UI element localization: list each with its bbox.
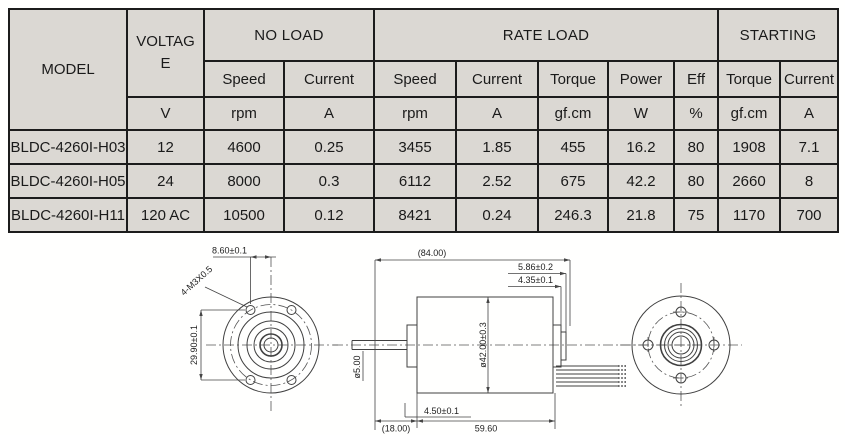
motor-technical-drawing: 8.60±0.1 4-M3X0.5 29.90±0.1: [179, 246, 742, 434]
rear-cap-outer: [552, 324, 562, 368]
cell-noload-speed: 8000: [203, 163, 285, 199]
dim-rear-caps: 5.86±0.2 4.35±0.1: [508, 262, 567, 336]
cell-rate-speed: 8421: [373, 197, 457, 233]
cell-rate-power: 16.2: [607, 129, 675, 165]
table-row: BLDC-4260I-H03 12 4600 0.25 3455 1.85 45…: [8, 129, 839, 165]
unit-rate-power: W: [607, 96, 675, 131]
cell-rate-power: 42.2: [607, 163, 675, 199]
cell-start-torque: 1170: [717, 197, 781, 233]
subheader-rate-speed: Speed: [373, 60, 457, 98]
dim-label-body-diameter: ø42.00±0.3: [478, 322, 488, 367]
lead-wires: [556, 365, 627, 387]
cell-rate-eff: 80: [673, 163, 719, 199]
cell-rate-eff: 75: [673, 197, 719, 233]
cell-rate-power: 21.8: [607, 197, 675, 233]
dim-overall-length: (84.00): [374, 248, 571, 430]
subheader-rate-eff: Eff: [673, 60, 719, 98]
cell-rate-current: 1.85: [455, 129, 539, 165]
rear-view: [620, 283, 742, 407]
dim-bottom: 4.50±0.1 (18.00) 59.60: [375, 393, 556, 434]
subheader-noload-speed: Speed: [203, 60, 285, 98]
dim-label-hole-spacing: 29.90±0.1: [189, 325, 199, 365]
thread-callout: 4-M3X0.5: [179, 264, 248, 308]
mounting-holes: [245, 305, 297, 385]
dim-label-front-length: (18.00): [382, 424, 411, 434]
dim-shaft-diameter: ø5.00: [352, 351, 364, 381]
dim-label-rear-b: 4.35±0.1: [518, 275, 553, 285]
cell-noload-speed: 4600: [203, 129, 285, 165]
subheader-rate-current: Current: [455, 60, 539, 98]
cell-rate-torque: 246.3: [537, 197, 609, 233]
dim-label-thread: 4-M3X0.5: [179, 264, 215, 298]
cell-rate-torque: 675: [537, 163, 609, 199]
cell-start-current: 8: [779, 163, 839, 199]
cell-noload-speed: 10500: [203, 197, 285, 233]
unit-voltage: V: [126, 96, 205, 131]
model-header: MODEL: [8, 8, 128, 131]
cell-noload-current: 0.12: [283, 197, 375, 233]
subheader-rate-power: Power: [607, 60, 675, 98]
unit-rate-eff: %: [673, 96, 719, 131]
dim-label-body-length: 59.60: [475, 424, 498, 434]
cell-start-current: 700: [779, 197, 839, 233]
table-row: BLDC-4260I-H05 24 8000 0.3 6112 2.52 675…: [8, 163, 839, 199]
dim-label-rear-a: 5.86±0.2: [518, 262, 553, 272]
dim-hole-spacing: 29.90±0.1: [189, 309, 245, 381]
subheader-start-current: Current: [779, 60, 839, 98]
front-view: 8.60±0.1 4-M3X0.5 29.90±0.1: [179, 246, 338, 412]
unit-noload-speed: rpm: [203, 96, 285, 131]
rear-cap-inner: [560, 331, 567, 361]
cell-noload-current: 0.3: [283, 163, 375, 199]
table-row: BLDC-4260I-H11 120 AC 10500 0.12 8421 0.…: [8, 197, 839, 233]
subheader-noload-current: Current: [283, 60, 375, 98]
model-name: BLDC-4260I-H05: [8, 163, 128, 199]
side-view: ø5.00 ø42.00±0.3 (84.00): [333, 248, 702, 434]
cell-rate-torque: 455: [537, 129, 609, 165]
unit-start-current: A: [779, 96, 839, 131]
group-header-rate-load: RATE LOAD: [373, 8, 719, 62]
unit-rate-torque: gf.cm: [537, 96, 609, 131]
cell-noload-current: 0.25: [283, 129, 375, 165]
dim-label-shaft-diameter: ø5.00: [352, 355, 362, 378]
unit-rate-current: A: [455, 96, 539, 131]
cell-rate-current: 0.24: [455, 197, 539, 233]
model-name: BLDC-4260I-H03: [8, 129, 128, 165]
dim-hole-offset: 8.60±0.1: [212, 246, 276, 304]
cell-voltage: 24: [126, 163, 205, 199]
cell-start-current: 7.1: [779, 129, 839, 165]
spec-table: MODEL VOLTAGE NO LOAD RATE LOAD STARTING…: [8, 8, 839, 233]
dim-label-hole-offset: 8.60±0.1: [212, 246, 247, 256]
voltage-header-label: VOLTAGE: [136, 33, 195, 72]
subheader-rate-torque: Torque: [537, 60, 609, 98]
cell-voltage: 120 AC: [126, 197, 205, 233]
cell-start-torque: 2660: [717, 163, 781, 199]
unit-noload-current: A: [283, 96, 375, 131]
group-header-no-load: NO LOAD: [203, 8, 375, 62]
shaft: [351, 340, 407, 350]
cell-rate-current: 2.52: [455, 163, 539, 199]
front-boss: [406, 324, 418, 368]
rear-mounting-holes: [642, 306, 720, 384]
cell-voltage: 12: [126, 129, 205, 165]
unit-rate-speed: rpm: [373, 96, 457, 131]
dim-label-overall: (84.00): [418, 248, 447, 258]
cell-rate-speed: 3455: [373, 129, 457, 165]
dim-body-diameter: ø42.00±0.3: [478, 297, 490, 393]
unit-start-torque: gf.cm: [717, 96, 781, 131]
cell-rate-speed: 6112: [373, 163, 457, 199]
voltage-header: VOLTAGE: [126, 8, 205, 98]
cell-rate-eff: 80: [673, 129, 719, 165]
dim-label-boss: 4.50±0.1: [424, 406, 459, 416]
subheader-start-torque: Torque: [717, 60, 781, 98]
cell-start-torque: 1908: [717, 129, 781, 165]
group-header-starting: STARTING: [717, 8, 839, 62]
model-name: BLDC-4260I-H11: [8, 197, 128, 233]
